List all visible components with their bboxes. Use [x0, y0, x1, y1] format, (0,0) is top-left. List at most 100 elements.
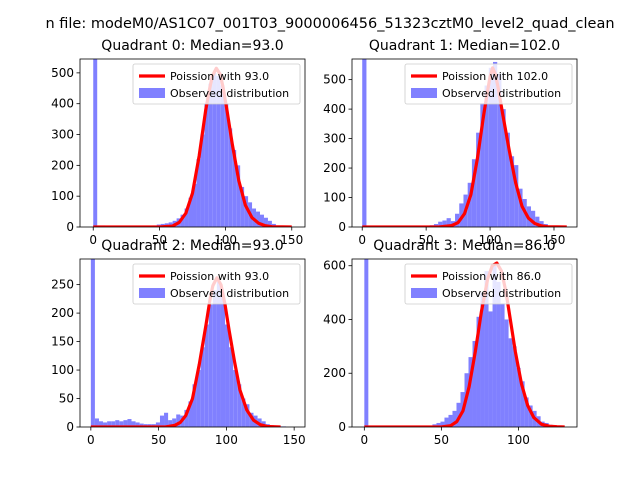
histogram-bar — [93, 59, 98, 227]
histogram-bar — [471, 159, 477, 227]
y-tick-label: 600 — [323, 259, 346, 273]
legend-poisson-label: Poission with 93.0 — [170, 270, 269, 283]
histogram-bar — [476, 316, 481, 427]
histogram-bar — [456, 402, 461, 427]
legend-observed-swatch — [411, 88, 437, 98]
legend-observed-label: Observed distribution — [442, 87, 561, 100]
quadrant-1-legend: Poission with 102.0 Observed distribution — [404, 63, 573, 105]
x-tick-label: 100 — [507, 433, 530, 447]
legend-box — [132, 263, 301, 305]
x-tick-label: 50 — [434, 433, 449, 447]
legend-poisson-label: Poission with 93.0 — [170, 70, 269, 83]
histogram-bar — [229, 347, 234, 427]
legend-observed-swatch — [139, 88, 165, 98]
histogram-bar — [446, 218, 451, 227]
y-tick-label: 0 — [338, 420, 346, 434]
histogram-bar — [139, 423, 144, 427]
histogram-bar — [500, 303, 505, 427]
histogram-bar — [172, 418, 177, 427]
y-tick-label: 200 — [323, 161, 346, 175]
histogram-bar — [237, 384, 242, 427]
x-tick-label: 150 — [543, 233, 566, 247]
histogram-bar — [448, 414, 453, 427]
y-tick-label: 50 — [59, 392, 74, 406]
quadrant-3-histogram — [364, 259, 557, 427]
histogram-bar — [176, 414, 181, 427]
x-tick-label: 50 — [152, 233, 167, 247]
histogram-bar — [188, 197, 193, 227]
histogram-bar — [488, 311, 493, 427]
histogram-bar — [452, 410, 457, 427]
axes-frame — [351, 58, 578, 228]
histogram-bar — [220, 296, 226, 427]
y-tick-label: 0 — [66, 420, 74, 434]
quadrant-0-panel: Quadrant 0: Median=93.0 0 50 100 150 0 100 200 3… — [51, 38, 306, 247]
histogram-bar — [480, 292, 485, 427]
histogram-bar — [90, 259, 95, 427]
histogram-bar — [472, 340, 477, 427]
histogram-bar — [131, 421, 136, 427]
y-tick-label: 300 — [323, 132, 346, 146]
quadrant-2-legend: Poission with 93.0 Observed distribution — [132, 263, 301, 305]
quadrant-0-title: Quadrant 0: Median=93.0 — [101, 38, 283, 54]
x-tick-label: 100 — [214, 233, 237, 247]
histogram-bar — [155, 422, 160, 427]
y-tick-label: 200 — [51, 306, 74, 320]
histogram-bar — [240, 186, 245, 227]
histogram-bar — [188, 401, 193, 427]
y-tick-label: 300 — [51, 128, 74, 142]
histogram-bar — [232, 149, 237, 227]
histogram-bar — [509, 156, 515, 227]
histogram-bar — [192, 384, 197, 427]
histogram-bar — [514, 165, 519, 227]
histogram-bar — [467, 182, 472, 227]
histogram-bar — [440, 421, 445, 427]
histogram-bar — [192, 183, 197, 227]
histogram-bar — [535, 216, 540, 227]
histogram-bar — [236, 165, 241, 227]
histogram-bar — [508, 338, 513, 427]
legend-poisson-label: Poission with 102.0 — [442, 70, 548, 83]
y-tick-label: 150 — [51, 335, 74, 349]
histogram-bar — [442, 220, 447, 227]
histogram-bar — [216, 75, 221, 227]
histogram-bar — [241, 398, 246, 427]
x-tick-label: 0 — [358, 233, 366, 247]
legend-poisson-label: Poission with 86.0 — [442, 270, 541, 283]
histogram-bar — [516, 367, 521, 427]
legend-observed-swatch — [411, 288, 437, 298]
y-tick-label: 0 — [338, 220, 346, 234]
quadrant-2-title: Quadrant 2: Median=93.0 — [101, 238, 283, 254]
x-tick-label: 0 — [361, 433, 369, 447]
legend-observed-label: Observed distribution — [170, 87, 289, 100]
x-tick-label: 100 — [215, 433, 238, 447]
histogram-bar — [180, 214, 185, 227]
histogram-bar — [115, 420, 120, 427]
x-tick-label: 50 — [419, 233, 434, 247]
histogram-bar — [123, 420, 128, 427]
histogram-bar — [518, 188, 523, 227]
histogram-bar — [212, 72, 217, 227]
histogram-bar — [488, 67, 494, 227]
histogram-bar — [492, 265, 497, 427]
quadrant-3-panel: Quadrant 3: Median=86.0 0 50 100 0 200 400 600 P… — [323, 238, 578, 447]
histogram-bar — [493, 61, 498, 227]
histogram-bar — [200, 347, 205, 427]
histogram-bar — [220, 85, 225, 227]
histogram-bar — [476, 132, 481, 227]
x-tick-label: 0 — [89, 233, 97, 247]
histogram-bar — [98, 421, 104, 427]
quadrant-3-legend: Poission with 86.0 Observed distribution — [404, 263, 573, 305]
y-tick-label: 100 — [51, 189, 74, 203]
axes-frame — [79, 258, 306, 428]
y-tick-label: 100 — [51, 363, 74, 377]
histogram-bar — [256, 211, 260, 227]
figure-title: n file: modeM0/AS1C07_001T03_9000006456_… — [45, 16, 614, 32]
histogram-bar — [103, 422, 108, 427]
legend-observed-label: Observed distribution — [170, 287, 289, 300]
x-tick-label: 150 — [283, 433, 306, 447]
histogram-bar — [468, 357, 473, 427]
histogram-bar — [204, 324, 209, 427]
histogram-bar — [267, 220, 272, 227]
